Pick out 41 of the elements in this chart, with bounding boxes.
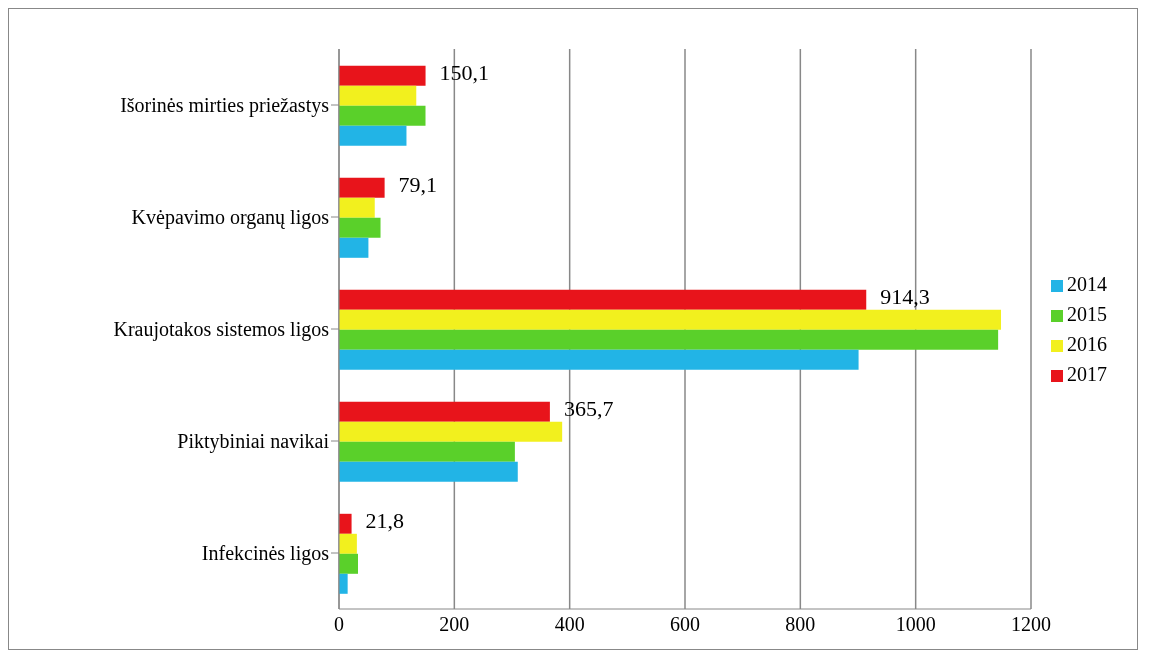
bar (339, 401, 550, 422)
bar (339, 441, 515, 462)
bar (339, 309, 1002, 330)
bar (339, 461, 518, 482)
bar (339, 573, 348, 594)
bar (339, 237, 369, 258)
bar (339, 533, 357, 554)
data-label: 79,1 (398, 171, 438, 197)
bar (339, 329, 999, 350)
y-tick-label: Kvėpavimo organų ligos (131, 206, 330, 230)
x-tick-label: 400 (554, 613, 585, 636)
x-tick-label: 600 (670, 613, 700, 636)
bar (339, 85, 417, 106)
bar (339, 513, 352, 534)
bar (339, 65, 426, 86)
legend-label: 2017 (1067, 363, 1107, 385)
x-tick-label: 1000 (895, 613, 936, 636)
bar (339, 197, 375, 218)
bar (339, 349, 859, 370)
bar (339, 421, 563, 442)
legend-label: 2015 (1067, 303, 1107, 325)
data-label: 914,3 (880, 283, 930, 309)
data-label: 21,8 (365, 507, 405, 533)
y-tick-label: Išorinės mirties priežastys (120, 94, 330, 118)
x-tick-label: 0 (334, 613, 344, 636)
bar (339, 105, 426, 126)
legend-label: 2016 (1067, 333, 1107, 355)
bar (339, 217, 381, 238)
y-tick-label: Piktybiniai navikai (177, 430, 330, 454)
legend-label: 2014 (1067, 273, 1107, 295)
data-label: 150,1 (439, 59, 490, 85)
x-tick-label: 1200 (1011, 613, 1051, 636)
y-tick-label: Kraujotakos sistemos ligos (113, 318, 330, 342)
bar (339, 125, 407, 146)
bar (339, 553, 359, 574)
data-label: 365,7 (563, 395, 614, 421)
x-tick-label: 200 (439, 613, 470, 636)
bar (339, 289, 867, 310)
bar (339, 177, 385, 198)
y-tick-label: Infekcinės ligos (201, 542, 330, 566)
x-tick-label: 800 (785, 613, 816, 636)
